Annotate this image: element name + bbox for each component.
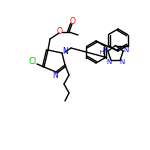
Text: N: N [52,70,58,80]
Text: N: N [102,47,108,53]
Text: N: N [120,59,125,65]
Text: O: O [70,16,76,26]
Text: N: N [62,46,68,56]
Text: O: O [57,27,63,36]
Text: H: H [100,50,104,55]
Text: Cl: Cl [29,57,37,66]
Text: N: N [123,47,129,53]
Text: N: N [106,59,111,65]
